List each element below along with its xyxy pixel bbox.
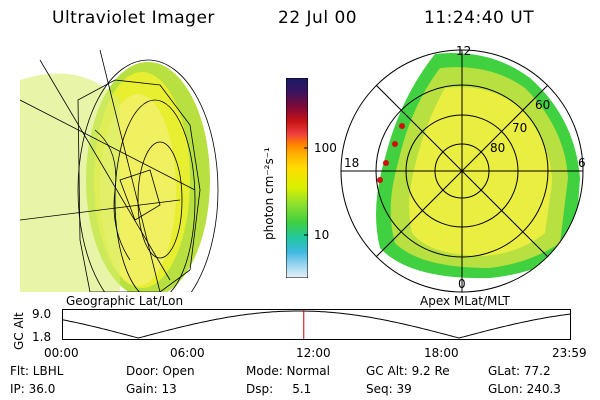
altitude-xtick-0: 00:00 [44,346,79,360]
mlt-label-18: 18 [344,156,360,170]
status-flt: Flt: LBHL [10,364,64,378]
status-door: Door: Open [126,364,195,378]
altitude-xtick-2: 12:00 [296,346,331,360]
meridian-3 [20,199,181,221]
status-seq: Seq: 39 [366,382,412,396]
hotspot-4 [377,177,383,183]
mlt-label-12: 12 [456,44,472,58]
status-dsp: Dsp: 5.1 [246,382,312,396]
geographic-image [20,49,219,292]
geographic-caption: Geographic Lat/Lon [66,294,184,308]
status-mode: Mode: Normal [246,364,330,378]
altitude-ylabel: GC Alt [12,312,26,350]
polar-caption: Apex MLat/MLT [420,294,510,308]
polar-image [340,49,584,293]
status-gain: Gain: 13 [126,382,177,396]
status-glon: GLon: 240.3 [488,382,561,396]
date-label: 22 Jul 00 [278,8,358,28]
altitude-ytick-bottom: 1.8 [32,330,52,344]
hotspot-2 [392,141,398,147]
lat-circle-1 [114,99,196,292]
altitude-curve [62,310,572,339]
aurora-limb [20,73,120,292]
instrument-title: Ultraviolet Imager [52,8,215,28]
aurora-oval-inner [409,87,552,256]
lat-circle-3 [77,59,219,292]
status-glat: GLat: 77.2 [488,364,551,378]
lat-circle-2 [137,141,183,259]
status-ip: IP: 36.0 [10,382,56,396]
mlat-label-80: 80 [490,141,506,155]
hotspot-3 [383,160,389,166]
colorbar-tick-100: 100 [314,141,337,155]
altitude-plot-frame [62,309,571,340]
mlt-diag-2 [375,84,549,258]
mlat-label-60: 60 [535,98,551,112]
meridian-1 [20,99,196,191]
continent-outline [77,79,201,292]
colorbar-tick-10: 10 [314,228,330,242]
altitude-plot [62,309,572,340]
altitude-ytick-top: 9.0 [32,307,52,321]
altitude-xtick-3: 18:00 [424,346,459,360]
status-gcalt: GC Alt: 9.2 Re [366,364,450,378]
altitude-xtick-1: 06:00 [170,346,205,360]
time-label: 11:24:40 UT [424,8,535,28]
hotspot-1 [399,123,405,129]
colorbar-unit-label: photon cm⁻²s⁻¹ [262,147,276,240]
mlt-label-6: 6 [578,156,586,170]
altitude-xtick-4: 23:59 [552,346,587,360]
colorbar [286,78,308,278]
mlt-label-0: 0 [458,277,466,291]
mlat-label-70: 70 [512,121,528,135]
meridian-4 [99,49,161,292]
